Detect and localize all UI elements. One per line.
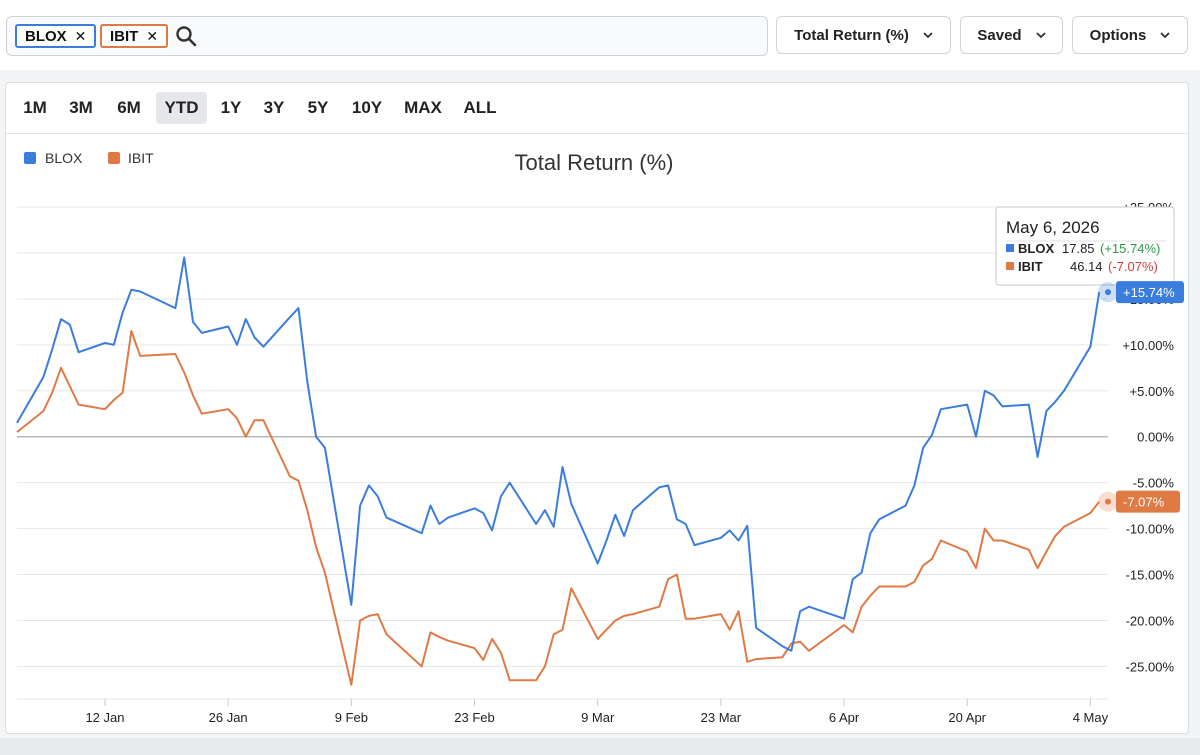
tooltip-date: May 6, 2026 (1006, 218, 1100, 237)
tooltip-change-blox: (+15.74%) (1100, 241, 1160, 256)
x-tick-label: 9 Mar (581, 710, 615, 725)
options-dropdown[interactable]: Options (1072, 16, 1188, 54)
endpoint-dot-ibit (1105, 498, 1111, 505)
end-label-ibit: -7.07% (1123, 495, 1165, 510)
series-lines (16, 256, 1101, 686)
options-dropdown-label: Options (1089, 26, 1147, 44)
range-tab-max[interactable]: MAX (404, 98, 442, 117)
ticker-chip-label: IBIT (110, 27, 139, 45)
series-line-ibit[interactable] (16, 330, 1100, 686)
x-tick-label: 23 Mar (701, 710, 742, 725)
ticker-chip-label: BLOX (25, 27, 67, 45)
ticker-chip-ibit[interactable]: IBIT ✕ (100, 24, 169, 48)
tooltip-price-blox: 17.85 (1062, 241, 1095, 256)
total-return-chart[interactable]: 12 Jan 26 Jan 9 Feb 23 Feb 9 Mar 23 Mar 6 Apr 2… (6, 134, 1188, 732)
chart-tooltip: May 6, 2026 BLOX 17.85 (+15.74%) IBIT 46… (995, 206, 1175, 286)
endpoint-dot-blox (1105, 289, 1111, 296)
range-tabs: 1M 3M 6M YTD 1Y 3Y 5Y 10Y MAX ALL (6, 83, 1188, 134)
tooltip-swatch-ibit (1006, 262, 1014, 270)
y-tick-label: +10.00% (1122, 338, 1174, 353)
y-tick-label: 0.00% (1137, 430, 1174, 445)
chevron-down-icon (1035, 32, 1046, 39)
ticker-chip-blox[interactable]: BLOX ✕ (15, 24, 97, 48)
range-tab-all[interactable]: ALL (463, 98, 497, 117)
y-tick-label: -15.00% (1126, 568, 1175, 583)
x-tick-label: 20 Apr (948, 710, 986, 725)
range-tab-1m[interactable]: 1M (23, 98, 47, 117)
chevron-down-icon (1160, 32, 1170, 39)
saved-dropdown-label: Saved (977, 26, 1022, 44)
chart-panel: 1M 3M 6M YTD 1Y 3Y 5Y 10Y MAX ALL 12 Jan… (5, 82, 1189, 734)
chart-grid (17, 206, 1108, 700)
y-tick-label: -10.00% (1126, 522, 1175, 537)
tooltip-swatch-blox (1006, 244, 1014, 252)
metric-dropdown-label: Total Return (%) (794, 26, 909, 44)
end-label-box-ibit (1116, 490, 1180, 513)
y-tick-label: -5.00% (1133, 476, 1175, 491)
range-tab-5y[interactable]: 5Y (307, 98, 329, 117)
legend-label-ibit[interactable]: IBIT (128, 150, 154, 166)
x-tick-label: 26 Jan (209, 710, 248, 725)
y-tick-label: -20.00% (1126, 613, 1175, 628)
chevron-down-icon (923, 32, 933, 39)
x-axis: 12 Jan 26 Jan 9 Feb 23 Feb 9 Mar 23 Mar 6 Apr 2… (85, 699, 1109, 725)
x-tick-label: 23 Feb (454, 710, 494, 725)
y-tick-label: +5.00% (1130, 384, 1175, 399)
chart-title: Total Return (%) (515, 150, 674, 175)
saved-dropdown[interactable]: Saved (960, 16, 1063, 54)
tooltip-price-ibit: 46.14 (1070, 259, 1103, 274)
bottom-scroll-area (0, 738, 1200, 755)
range-tab-6m[interactable]: 6M (117, 98, 141, 117)
tooltip-symbol-ibit: IBIT (1018, 259, 1043, 274)
close-icon[interactable]: ✕ (146, 27, 159, 44)
end-label-box-blox (1116, 281, 1184, 304)
top-toolbar: BLOX ✕ IBIT ✕ Total Return (%) Saved Opt… (0, 0, 1200, 70)
ticker-search-box[interactable]: BLOX ✕ IBIT ✕ (6, 16, 768, 56)
range-tab-3y[interactable]: 3Y (263, 98, 285, 117)
legend-label-blox[interactable]: BLOX (45, 150, 83, 166)
tooltip-change-ibit: (-7.07%) (1108, 259, 1158, 274)
range-tab-1y[interactable]: 1Y (220, 98, 242, 117)
search-icon[interactable] (175, 25, 197, 47)
close-icon[interactable]: ✕ (74, 27, 87, 44)
metric-dropdown[interactable]: Total Return (%) (776, 16, 951, 54)
x-tick-label: 6 Apr (829, 710, 860, 725)
end-value-labels: +15.74% -7.07% (1098, 281, 1184, 513)
series-line-blox[interactable] (16, 256, 1101, 652)
x-tick-label: 9 Feb (335, 710, 368, 725)
tooltip-symbol-blox: BLOX (1018, 241, 1054, 256)
x-tick-label: 12 Jan (85, 710, 124, 725)
y-tick-label: -25.00% (1126, 659, 1175, 674)
end-label-blox: +15.74% (1123, 285, 1175, 300)
legend-swatch-ibit (108, 152, 120, 164)
range-tab-3m[interactable]: 3M (69, 98, 93, 117)
range-tab-10y[interactable]: 10Y (351, 98, 383, 117)
x-tick-label: 4 May (1073, 710, 1109, 725)
legend-swatch-blox (24, 152, 36, 164)
range-tab-ytd[interactable]: YTD (156, 92, 207, 124)
tooltip-box (995, 206, 1175, 286)
